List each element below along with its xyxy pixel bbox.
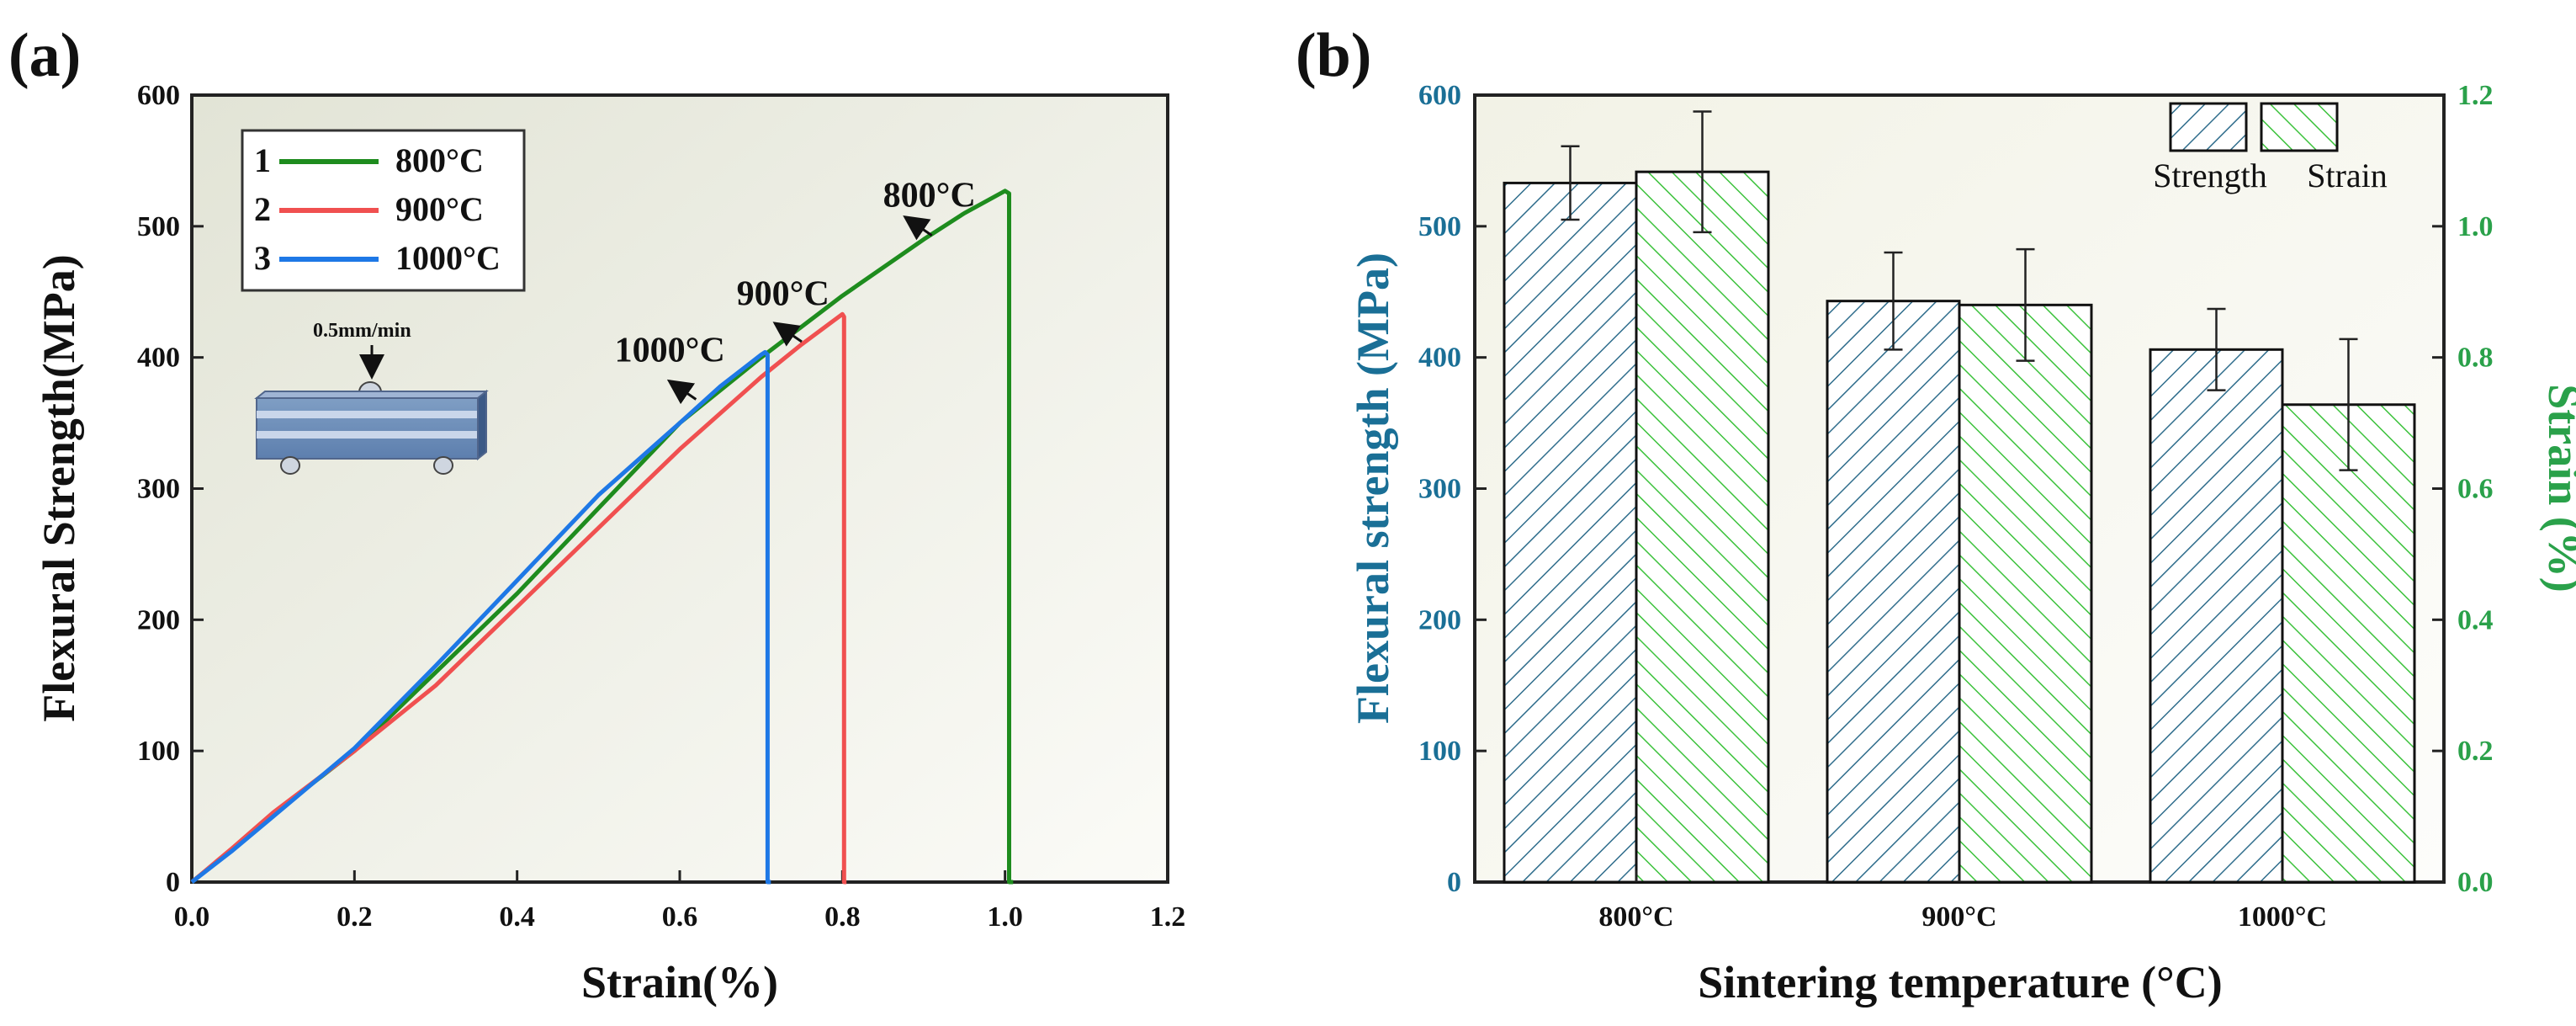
legend-label-2: 900°C [395, 190, 484, 228]
beam-top-face [254, 391, 489, 399]
bar-strain-1 [1635, 170, 1770, 884]
panel-b-label: (b) [1296, 21, 1371, 90]
support-pin-left [280, 456, 300, 475]
annotations-a: 800°C 900°C 1000°C [615, 176, 976, 405]
left-y-tick-label-b: 600 [1418, 80, 1461, 111]
left-y-axis-title-b: Flexural strength (MPa) [1348, 253, 1398, 724]
legend-a: 1 800°C 2 900°C 3 1000°C [241, 129, 526, 292]
x-tick-label-a: 1.2 [1150, 901, 1186, 933]
bar-strain-3 [2281, 403, 2416, 884]
peak-arrow-2 [772, 322, 803, 347]
peak-annotation-2: 900°C [737, 274, 830, 313]
beam-side-face [477, 389, 487, 461]
peak-annotation-1: 800°C [883, 176, 976, 215]
x-tick-label-b: 800°C [1598, 901, 1673, 933]
right-y-tick-label-b: 0.8 [2457, 343, 2494, 374]
left-y-axis-b: 0 100 200 300 400 500 600 [1418, 80, 1487, 898]
left-y-tick-label-b: 300 [1418, 474, 1461, 505]
beam-diagram: 0.5mm/min [254, 320, 489, 475]
legend-swatch-strength [2169, 102, 2248, 152]
bar-strain-2 [1958, 303, 2093, 884]
x-tick-label-a: 0.6 [662, 901, 698, 933]
right-y-tick-label-b: 0.2 [2457, 736, 2494, 767]
x-tick-label-a: 1.0 [987, 901, 1023, 933]
left-y-tick-label-b: 400 [1418, 343, 1461, 374]
beam-layer-2 [257, 431, 478, 439]
legend-label-strength: Strength [2153, 157, 2267, 194]
series-line-2 [190, 311, 847, 885]
loading-rate-label: 0.5mm/min [313, 320, 411, 342]
right-y-tick-label-b: 1.2 [2457, 80, 2494, 111]
y-tick-label-a: 500 [137, 211, 180, 242]
x-axis-title-a: Strain(%) [581, 957, 778, 1007]
x-tick-label-a: 0.2 [337, 901, 373, 933]
legend-number-2: 2 [254, 190, 271, 228]
y-tick-label-a: 300 [137, 474, 180, 505]
beam-front [256, 397, 479, 460]
x-tick-label-a: 0.0 [174, 901, 210, 933]
y-tick-label-a: 600 [137, 80, 180, 111]
x-axis-a: 0.0 0.2 0.4 0.6 0.8 1.0 1.2 [174, 870, 1186, 933]
legend-number-3: 3 [254, 239, 271, 277]
y-tick-label-a: 100 [137, 736, 180, 767]
peak-annotation-3: 1000°C [615, 331, 725, 369]
panel-a: (a) 0 100 200 300 400 500 600 0.0 0.2 0.4 0.6 0.8 1… [8, 21, 1185, 1007]
legend-b: Strength Strain [2153, 102, 2388, 194]
x-tick-label-b: 900°C [1921, 901, 1996, 933]
peak-arrow-1 [903, 215, 933, 241]
left-y-tick-label-b: 0 [1447, 867, 1461, 898]
series-group-a [190, 189, 1014, 885]
beam-layer-1 [257, 411, 478, 418]
y-axis-a: 0 100 200 300 400 500 600 [137, 80, 204, 898]
x-axis-b: 800°C 900°C 1000°C [1598, 870, 2327, 933]
right-y-tick-label-b: 1.0 [2457, 211, 2494, 242]
right-y-axis-b: 0.0 0.2 0.4 0.6 0.8 1.0 1.2 [2432, 80, 2494, 898]
legend-label-3: 1000°C [395, 239, 501, 277]
legend-number-1: 1 [254, 141, 271, 179]
legend-swatch-strain [2260, 102, 2339, 152]
y-tick-label-a: 200 [137, 604, 180, 635]
series-line-3 [190, 349, 771, 885]
bar-strength-3 [2149, 348, 2284, 884]
bar-strength-2 [1826, 300, 1961, 884]
bar-strength-1 [1503, 181, 1638, 884]
right-y-tick-label-b: 0.4 [2457, 604, 2494, 635]
x-tick-label-b: 1000°C [2238, 901, 2327, 933]
left-y-tick-label-b: 100 [1418, 736, 1461, 767]
right-y-axis-title-b: Strain (%) [2539, 384, 2576, 592]
legend-label-strain: Strain [2307, 157, 2388, 194]
right-y-tick-label-b: 0.0 [2457, 867, 2494, 898]
x-tick-label-a: 0.4 [499, 901, 535, 933]
support-pin-right [433, 456, 453, 475]
x-tick-label-a: 0.8 [824, 901, 861, 933]
y-tick-label-a: 400 [137, 343, 180, 374]
legend-label-1: 800°C [395, 141, 484, 179]
panel-b: (b) 0 100 200 300 400 500 600 0.0 0.2 0.4 0.6 0.8 1… [1296, 21, 2576, 1007]
peak-arrow-3 [666, 379, 697, 405]
bars-group-b [1503, 110, 2416, 884]
x-axis-title-b: Sintering temperature (°C) [1698, 957, 2222, 1007]
right-y-tick-label-b: 0.6 [2457, 474, 2494, 505]
panel-a-label: (a) [8, 21, 81, 90]
left-y-tick-label-b: 200 [1418, 604, 1461, 635]
y-axis-title-a: Flexural Strength(MPa) [34, 254, 84, 721]
y-tick-label-a: 0 [166, 867, 180, 898]
left-y-tick-label-b: 500 [1418, 211, 1461, 242]
